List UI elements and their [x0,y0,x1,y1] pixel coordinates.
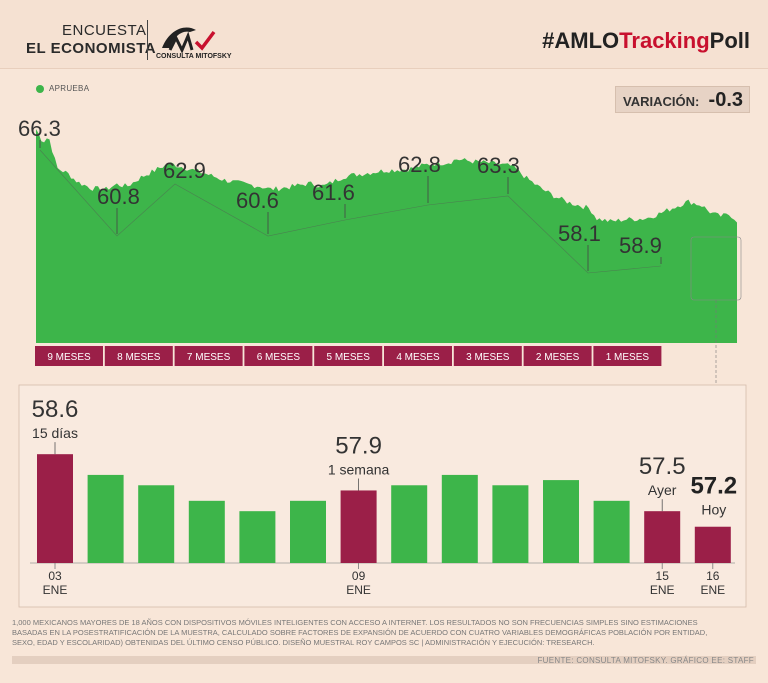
x-label-month: ENE [650,583,675,597]
period-tab [593,346,662,366]
x-label-day: 16 [706,569,720,583]
bar [441,474,478,563]
period-tab [174,346,243,366]
period-tab [314,346,383,366]
hashtag-suffix: Poll [709,28,750,53]
bar [492,485,529,563]
footnote: 1,000 mexicanos mayores de 18 años con d… [12,618,708,647]
bar [340,490,377,563]
period-label: 5 MESES [327,352,371,363]
period-tab [104,346,173,366]
bar [543,480,579,563]
x-label-day: 09 [352,569,366,583]
x-label-day: 03 [48,569,62,583]
annotation-connector [39,149,662,274]
annotation-value: 61.6 [312,180,355,205]
period-tab [244,346,313,366]
bar [138,485,175,563]
bar [593,500,630,563]
annotation-value: 58.1 [558,221,601,246]
bar [644,511,681,563]
period-label: 8 MESES [117,352,161,363]
callout-value: 57.9 [335,432,382,459]
bar-chart: 58.6 15 días 57.9 1 semana 57.5 Ayer 57.2 Hoy 03… [18,384,747,608]
source-credit: Fuente: Consulta Mitofsky. Gráfico EE: S… [537,656,754,665]
hashtag-accent: Tracking [619,28,710,53]
period-label: 2 MESES [536,352,580,363]
legend-label: APRUEBA [49,84,90,93]
callout-label: 1 semana [328,461,390,477]
annotation-value: 66.3 [18,116,61,141]
annotation-value: 60.8 [97,184,140,209]
period-label: 6 MESES [257,352,301,363]
bar [188,500,225,563]
annotation-value: 60.6 [236,188,279,213]
period-label: 3 MESES [466,352,510,363]
callout-label: 15 días [32,425,78,441]
x-label-day: 15 [656,569,670,583]
variacion-label: VARIACIÓN: [623,94,700,109]
period-label: 9 MESES [47,352,91,363]
variacion-value: -0.3 [708,89,743,111]
variacion-box: VARIACIÓN: -0.3 [615,86,750,113]
approval-area [36,129,737,343]
hashtag-prefix: #AMLO [542,28,620,53]
bar-panel [18,384,747,608]
period-label: 4 MESES [396,352,440,363]
x-label-month: ENE [346,583,371,597]
bar [239,511,276,563]
annotation-value: 62.8 [398,152,441,177]
x-label-month: ENE [700,583,725,597]
callout-value: 57.2 [690,473,737,500]
bar [290,500,326,563]
annotation-value: 58.9 [619,233,662,258]
callout-label: Hoy [701,502,726,518]
callout-value: 58.6 [32,396,79,423]
callout-value: 57.5 [639,453,686,480]
annotation-value: 63.3 [477,153,520,178]
brand-divider [147,20,148,60]
period-tab [523,346,592,366]
consulta-mitofsky-logo-icon [162,27,216,54]
bar [391,485,428,563]
brand-encuesta: ENCUESTA [62,22,147,39]
logo-text: CONSULTA MITOFSKY [156,53,232,60]
bar [37,454,73,563]
header: ENCUESTA EL ECONOMISTA CONSULTA MITOFSKY… [0,0,768,69]
period-label: 1 MESES [606,352,650,363]
legend: APRUEBA [36,84,89,93]
period-tab [453,346,522,366]
x-label-month: ENE [43,583,68,597]
callout-label: Ayer [648,482,677,498]
brand-el-economista: EL ECONOMISTA [26,40,157,57]
period-label: 7 MESES [187,352,231,363]
period-tab [35,346,103,366]
source-bar [12,656,756,664]
bar [87,474,124,563]
hashtag-title: #AMLOTrackingPoll [542,28,750,54]
bar [694,526,731,563]
period-tab [384,346,452,366]
annotation-value: 62.9 [163,158,206,183]
legend-dot-icon [36,84,44,93]
area-chart: 66.3 60.8 62.9 60.6 61.6 62.8 63.3 58.1 58.9 9 ME… [18,116,742,385]
